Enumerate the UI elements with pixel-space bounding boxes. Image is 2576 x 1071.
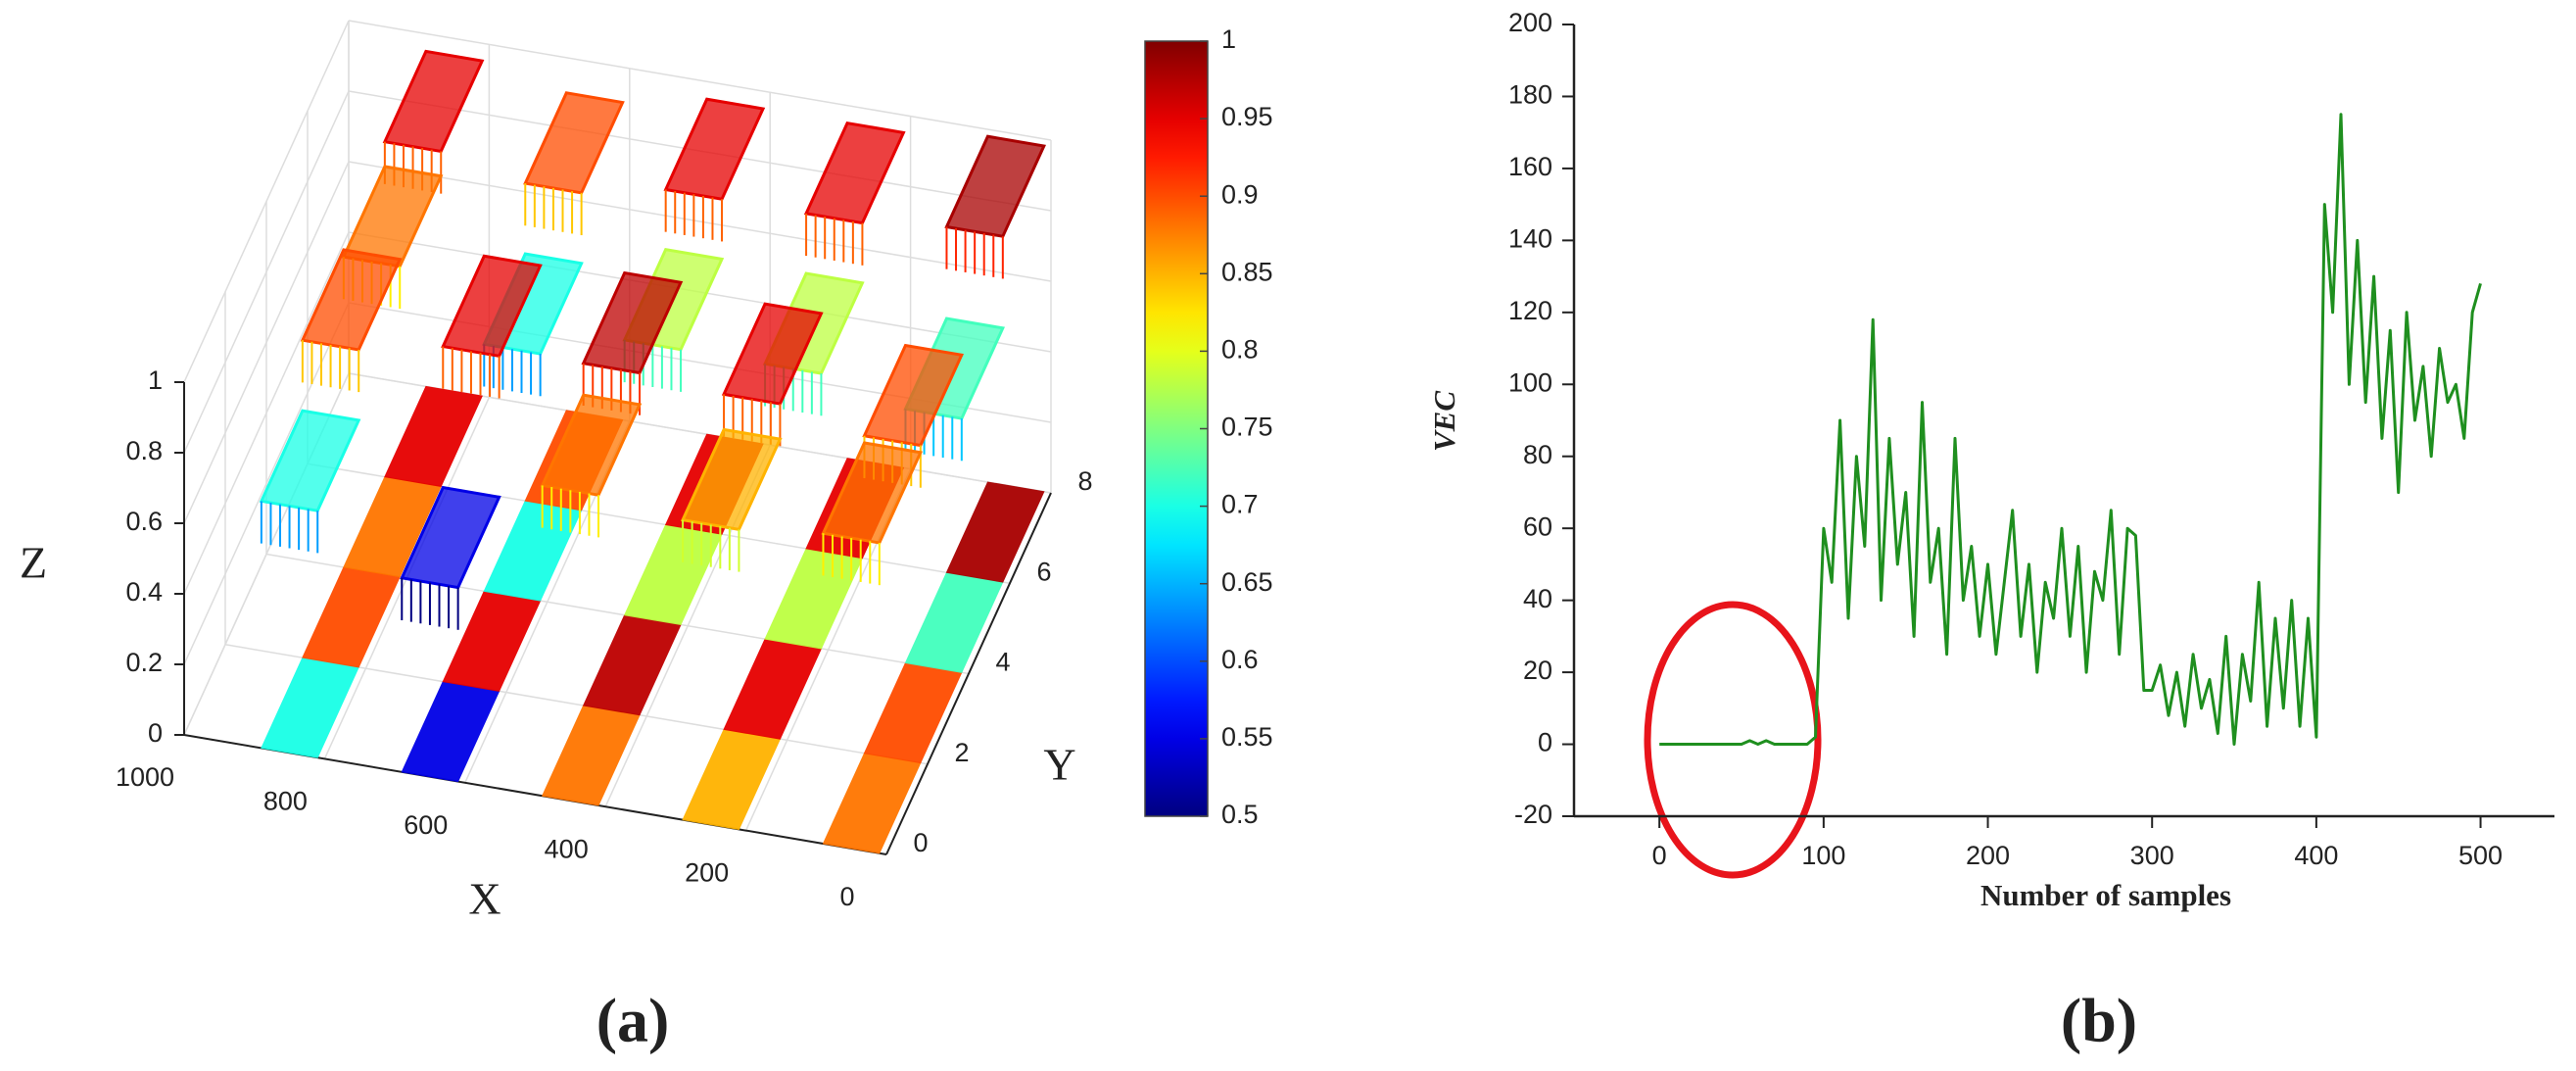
x-axis-label: X: [468, 874, 501, 924]
z-tick-label: 0: [148, 718, 163, 748]
surface-patch: [663, 97, 766, 201]
y-tick-label: 40: [1523, 584, 1552, 613]
y-tick-label: 0: [1538, 728, 1552, 757]
x-tick-label: 600: [404, 810, 448, 840]
colorbar: [1144, 40, 1209, 817]
x-tick-label: 1000: [116, 762, 174, 792]
z-tick-label: 0.6: [125, 507, 163, 536]
colorbar-tick-label: 0.85: [1221, 257, 1273, 286]
grid-line: [183, 231, 350, 595]
y-tick-label: 6: [1036, 557, 1051, 586]
surface-patch: [803, 121, 906, 225]
y-tick-label: 20: [1523, 656, 1552, 685]
y-tick-label: 60: [1523, 511, 1552, 541]
surface-patch: [300, 248, 403, 352]
y-tick-label: 80: [1523, 440, 1552, 469]
colorbar-tick-label: 1: [1221, 24, 1236, 54]
x-tick-label: 800: [263, 787, 308, 816]
z-tick-label: 0.4: [125, 577, 163, 607]
floor-tile: [764, 548, 864, 650]
floor-tile: [401, 681, 501, 783]
x-tick-label: 200: [685, 858, 729, 888]
x-tick-label: 300: [2130, 841, 2174, 870]
y-tick-label: 8: [1077, 466, 1092, 496]
y-tick-label: 180: [1508, 80, 1552, 110]
caption: (a): [596, 986, 670, 1055]
surface-patch: [821, 441, 924, 545]
colorbar-tick-label: 0.65: [1221, 567, 1273, 597]
colorbar-tick-label: 0.75: [1221, 413, 1273, 442]
x-axis-label: Number of samples: [1980, 878, 2231, 912]
floor-tile: [682, 728, 782, 830]
axis-line: [885, 492, 1052, 855]
data-line: [1659, 113, 2482, 746]
surface-patch: [944, 134, 1047, 238]
y-tick-label: 160: [1508, 152, 1552, 181]
surface-patch: [259, 409, 361, 512]
floor-tile: [623, 523, 723, 626]
y-tick-label: 100: [1508, 367, 1552, 397]
floor-tile: [822, 753, 922, 854]
z-tick-label: 0.8: [125, 436, 163, 465]
grid-line: [183, 161, 350, 524]
y-axis-label: Y: [1043, 740, 1075, 790]
grid-line: [183, 90, 350, 454]
floor-tile: [541, 705, 641, 806]
x-tick-label: 0: [839, 882, 854, 911]
grid-line: [348, 161, 1052, 282]
z-tick-label: 1: [148, 365, 163, 395]
y-tick-label: 2: [954, 738, 969, 767]
surface-patch: [523, 91, 625, 195]
y-tick-label: -20: [1514, 800, 1552, 829]
panel-b: (b) Number of samples VEC -20 0 20 40 60 80 10…: [1427, 8, 2554, 1055]
y-tick-label: 4: [995, 648, 1010, 677]
colorbar-tick-label: 0.95: [1221, 102, 1273, 131]
surface-patch: [382, 49, 485, 154]
floor-tile: [582, 614, 682, 716]
highlight-ellipse: [1644, 601, 1822, 879]
panel-a: (a) X Y Z 0 200 400 600 800 1000 0 2 4 6 8 0 0.2 0.4 0…: [20, 20, 1273, 1055]
y-axis-label: VEC: [1427, 391, 1461, 452]
x-tick-label: 100: [1801, 841, 1845, 870]
floor-tile: [384, 385, 483, 487]
colorbar-tick-label: 0.55: [1221, 722, 1273, 752]
grid-line: [183, 20, 350, 383]
y-tick-label: 120: [1508, 296, 1552, 325]
colorbar-tick-label: 0.5: [1221, 800, 1259, 829]
floor-tile: [483, 500, 583, 602]
z-tick-label: 0.2: [125, 648, 163, 677]
floor-tile: [723, 638, 823, 740]
floor-tile: [302, 566, 401, 668]
floor-tile: [945, 481, 1045, 583]
caption: (b): [2061, 986, 2137, 1055]
colorbar-tick-label: 0.8: [1221, 335, 1259, 365]
y-tick-label: 200: [1508, 8, 1552, 37]
colorbar-tick-label: 0.9: [1221, 179, 1259, 209]
x-tick-label: 500: [2458, 841, 2503, 870]
floor-tile: [904, 571, 1004, 673]
x-tick-label: 400: [2294, 841, 2338, 870]
x-tick-label: 200: [1966, 841, 2010, 870]
z-axis-label: Z: [20, 538, 47, 588]
y-tick-label: 0: [913, 828, 928, 857]
colorbar-tick-label: 0.7: [1221, 490, 1259, 519]
x-tick-label: 0: [1652, 841, 1667, 870]
floor-tile: [863, 661, 963, 764]
x-tick-label: 400: [545, 834, 589, 863]
colorbar-tick-label: 0.6: [1221, 645, 1259, 674]
grid-line: [348, 20, 1052, 141]
floor-tile: [261, 657, 359, 758]
y-tick-label: 140: [1508, 223, 1552, 253]
